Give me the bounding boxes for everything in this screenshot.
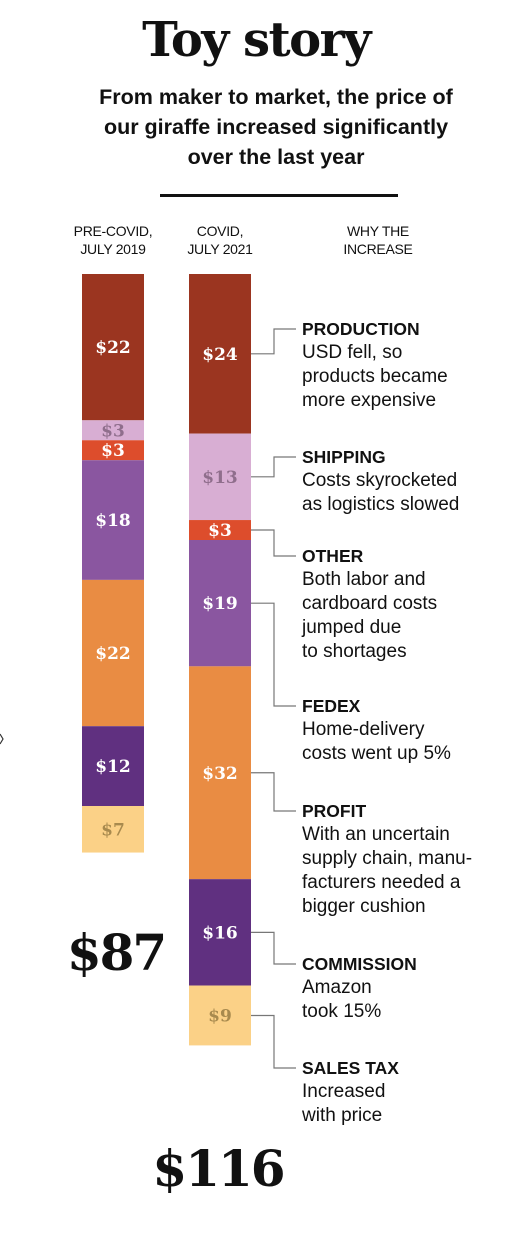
- page-subtitle: From maker to market, the price of our g…: [99, 85, 453, 169]
- bar-segment-profit-covid: [189, 666, 251, 880]
- annotation-other: OTHER Both labor and cardboard costs jump…: [302, 544, 507, 664]
- bar-label-shipping-pre-covid: $3: [101, 421, 125, 441]
- bar-label-fedex-covid: $19: [202, 594, 238, 614]
- column-header-why: WHY THE INCREASE: [316, 222, 440, 258]
- bar-segment-production-covid: [189, 274, 251, 434]
- annotation-title: OTHER: [302, 546, 364, 566]
- annotation-text: Both labor and cardboard costs jumped du…: [302, 569, 438, 662]
- bar-segment-commission-covid: [189, 879, 251, 986]
- annotation-title: PROFIT: [302, 801, 367, 821]
- bar-segment-fedex-covid: [189, 540, 251, 667]
- bar-label-other-covid: $3: [208, 521, 232, 541]
- bar-label-other-pre-covid: $3: [101, 441, 125, 461]
- total-label-pre-covid: $87: [67, 923, 165, 982]
- column-header-covid: COVID, JULY 2021: [170, 222, 270, 258]
- edge-fragment: [0, 732, 4, 746]
- column-header-why-line2: INCREASE: [343, 241, 413, 257]
- connector-sales-tax: [251, 1014, 296, 1069]
- annotation-title: FEDEX: [302, 696, 361, 716]
- bar-label-sales-tax-covid: $9: [208, 1006, 232, 1026]
- annotation-text: Costs skyrocketed as logistics slowed: [302, 470, 460, 515]
- annotation-text: Amazon took 15%: [302, 977, 382, 1022]
- annotation-text: USD fell, so products became more expens…: [302, 342, 448, 411]
- column-header-pre-covid-line1: PRE-COVID,: [73, 223, 153, 239]
- bar-label-shipping-covid: $13: [202, 468, 238, 488]
- bar-segment-commission-pre-covid: [82, 726, 144, 806]
- annotation-title: PRODUCTION: [302, 319, 420, 339]
- bar-segment-profit-pre-covid: [82, 579, 144, 727]
- annotation-profit: PROFIT With an uncertain supply chain, ma…: [302, 799, 507, 919]
- column-header-pre-covid-line2: JULY 2019: [80, 241, 146, 257]
- annotation-text: With an uncertain supply chain, manu- fa…: [302, 824, 473, 917]
- column-header-covid-line1: COVID,: [196, 223, 244, 239]
- bar-label-commission-pre-covid: $12: [95, 757, 131, 777]
- column-header-covid-line2: JULY 2021: [187, 241, 253, 257]
- annotation-shipping: SHIPPING Costs skyrocketed as logistics s…: [302, 445, 507, 517]
- connector-shipping: [251, 456, 296, 478]
- bar-segment-sales-tax-pre-covid: [82, 806, 144, 853]
- bar-label-commission-covid: $16: [202, 923, 238, 943]
- annotation-title: SHIPPING: [302, 447, 386, 467]
- bar-segment-other-covid: [189, 520, 251, 540]
- bar-label-sales-tax-pre-covid: $7: [101, 820, 125, 840]
- connector-fedex: [251, 602, 296, 707]
- annotation-title: COMMISSION: [302, 954, 417, 974]
- connector-profit: [251, 772, 296, 812]
- bar-segment-sales-tax-covid: [189, 985, 251, 1046]
- bar-label-fedex-pre-covid: $18: [95, 511, 131, 531]
- bar-segment-production-pre-covid: [82, 274, 144, 421]
- bar-label-profit-pre-covid: $22: [95, 644, 131, 664]
- annotation-text: Home-delivery costs went up 5%: [302, 719, 451, 764]
- annotation-text: Increased with price: [302, 1081, 386, 1126]
- column-header-pre-covid: PRE-COVID, JULY 2019: [56, 222, 170, 258]
- connector-commission: [251, 931, 296, 965]
- bar-segment-shipping-covid: [189, 433, 251, 521]
- total-label-covid: $116: [152, 1139, 283, 1198]
- bar-segment-shipping-pre-covid: [82, 420, 144, 441]
- bar-label-production-covid: $24: [202, 345, 238, 365]
- annotation-sales-tax: SALES TAX Increased with price: [302, 1056, 507, 1128]
- connector-other: [251, 529, 296, 557]
- title-divider: [160, 194, 398, 197]
- annotation-production: PRODUCTION USD fell, so products became m…: [302, 317, 507, 413]
- annotation-commission: COMMISSION Amazon took 15%: [302, 952, 507, 1024]
- connector-production: [251, 328, 296, 355]
- bar-label-production-pre-covid: $22: [95, 338, 131, 358]
- page-title: Toy story: [142, 12, 371, 68]
- bar-segment-other-pre-covid: [82, 440, 144, 461]
- annotation-title: SALES TAX: [302, 1058, 399, 1078]
- bar-label-profit-covid: $32: [202, 764, 238, 784]
- bar-segment-fedex-pre-covid: [82, 460, 144, 580]
- column-header-why-line1: WHY THE: [347, 223, 409, 239]
- annotation-fedex: FEDEX Home-delivery costs went up 5%: [302, 694, 507, 766]
